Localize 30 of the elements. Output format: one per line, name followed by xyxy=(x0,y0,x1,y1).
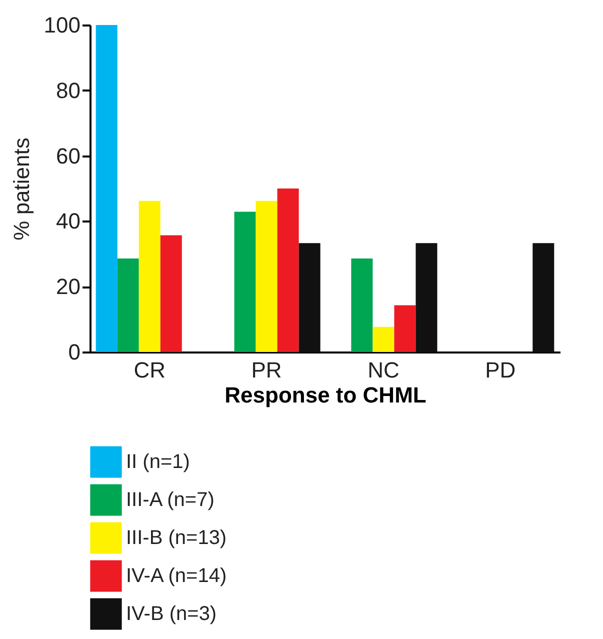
x-axis-title: Response to CHML xyxy=(224,382,426,408)
bar xyxy=(416,243,438,352)
y-tick-label: 80 xyxy=(56,78,80,103)
x-tick-label: PR xyxy=(251,358,282,382)
y-axis-title: % patients xyxy=(8,138,34,240)
bar xyxy=(372,326,394,352)
bar xyxy=(117,258,139,352)
bar xyxy=(298,243,320,352)
bar xyxy=(138,200,160,352)
bar xyxy=(256,200,278,352)
y-tick-label: 100 xyxy=(44,12,80,38)
y-tick-label: 40 xyxy=(56,208,80,234)
legend-label: II (n=1) xyxy=(126,451,190,473)
bar xyxy=(234,212,256,352)
x-tick-label: PD xyxy=(485,358,516,382)
y-tick-label: 60 xyxy=(56,143,80,168)
legend-label: IV-A (n=14) xyxy=(126,565,227,587)
legend-label: III-A (n=7) xyxy=(126,489,214,511)
bar xyxy=(277,188,299,352)
bar xyxy=(96,25,118,352)
bar xyxy=(394,305,416,352)
legend-label: IV-B (n=3) xyxy=(126,603,217,625)
bar xyxy=(351,258,373,352)
bar xyxy=(160,235,182,352)
x-tick-label: NC xyxy=(368,358,400,382)
y-tick-label: 0 xyxy=(68,340,80,364)
y-tick-label: 20 xyxy=(56,274,80,300)
x-tick-label: CR xyxy=(134,358,166,382)
bar xyxy=(532,243,554,352)
legend-label: III-B (n=13) xyxy=(126,527,227,549)
